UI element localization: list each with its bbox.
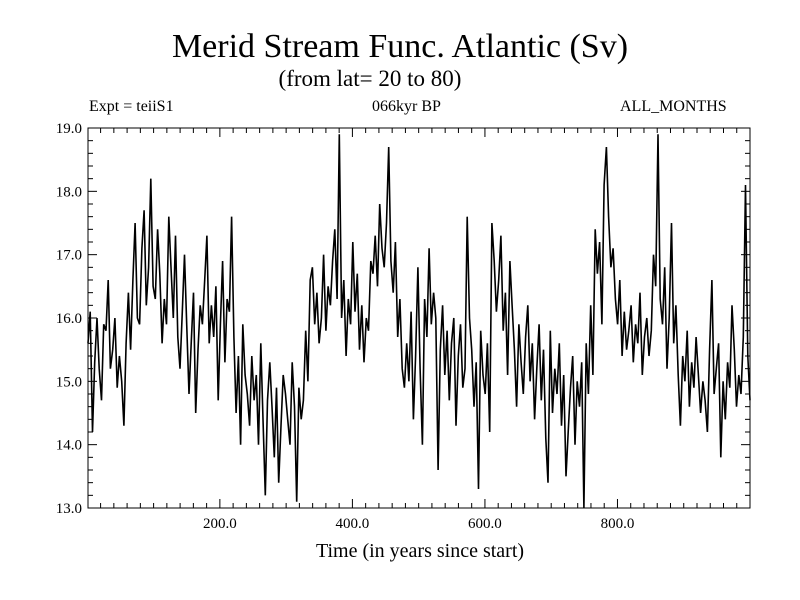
chart-subtitle: (from lat= 20 to 80) bbox=[278, 66, 462, 91]
chart-title: Merid Stream Func. Atlantic (Sv) bbox=[171, 28, 629, 65]
x-tick-label: 200.0 bbox=[203, 516, 237, 532]
series-line bbox=[87, 134, 751, 509]
y-tick-label: 16.0 bbox=[56, 311, 82, 327]
experiment-label: Expt = teiiS1 bbox=[89, 98, 174, 115]
x-tick-label: 400.0 bbox=[336, 516, 370, 532]
months-label: ALL_MONTHS bbox=[620, 98, 727, 115]
period-label: 066kyr BP bbox=[372, 98, 441, 115]
x-tick-label: 600.0 bbox=[468, 516, 502, 532]
tick-labels: 200.0 400.0 600.0 800.0 13.0 14.0 15.0 16.0 17.0… bbox=[56, 121, 635, 532]
y-tick-label: 13.0 bbox=[56, 501, 82, 517]
x-tick-label: 800.0 bbox=[601, 516, 635, 532]
plot-frame bbox=[87, 127, 751, 509]
y-tick-label: 18.0 bbox=[56, 184, 82, 200]
y-tick-label: 19.0 bbox=[56, 121, 82, 137]
y-tick-label: 14.0 bbox=[56, 438, 82, 454]
y-tick-label: 15.0 bbox=[56, 374, 82, 390]
x-axis-label: Time (in years since start) bbox=[315, 540, 525, 562]
y-tick-label: 17.0 bbox=[56, 248, 82, 264]
